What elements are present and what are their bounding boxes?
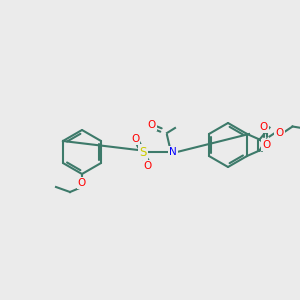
- Text: O: O: [260, 122, 268, 131]
- Text: O: O: [275, 128, 284, 137]
- Text: O: O: [78, 178, 86, 188]
- Text: O: O: [144, 161, 152, 171]
- Text: O: O: [148, 120, 156, 130]
- Text: S: S: [139, 146, 147, 158]
- Text: O: O: [262, 140, 270, 150]
- Text: O: O: [131, 134, 139, 144]
- Text: N: N: [169, 147, 177, 157]
